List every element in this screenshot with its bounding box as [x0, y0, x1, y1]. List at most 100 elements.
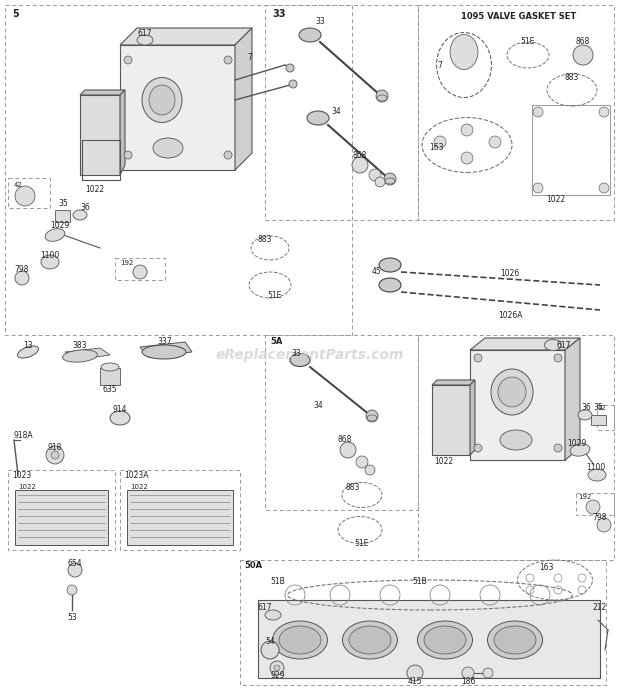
Circle shape: [384, 173, 396, 185]
Ellipse shape: [450, 35, 478, 69]
Text: 42: 42: [14, 182, 23, 188]
Polygon shape: [80, 95, 120, 175]
Ellipse shape: [385, 178, 395, 184]
Ellipse shape: [101, 363, 119, 371]
Ellipse shape: [45, 229, 64, 241]
Text: 868: 868: [576, 37, 590, 46]
Circle shape: [554, 354, 562, 362]
Text: 1026: 1026: [500, 268, 520, 277]
Circle shape: [51, 451, 59, 459]
Circle shape: [67, 585, 77, 595]
Ellipse shape: [491, 369, 533, 415]
Polygon shape: [80, 90, 125, 95]
Circle shape: [483, 668, 493, 678]
Text: 1022: 1022: [86, 186, 105, 195]
Circle shape: [573, 45, 593, 65]
Circle shape: [474, 354, 482, 362]
Text: 34: 34: [331, 107, 341, 116]
Text: 33: 33: [272, 9, 285, 19]
Polygon shape: [140, 342, 192, 357]
Text: 212: 212: [593, 604, 607, 613]
Text: 929: 929: [271, 672, 285, 681]
Text: 33: 33: [315, 17, 325, 26]
Text: 5: 5: [12, 9, 19, 19]
Text: 192: 192: [120, 260, 133, 266]
Polygon shape: [470, 338, 580, 350]
Ellipse shape: [494, 626, 536, 654]
Text: 1022: 1022: [130, 484, 148, 490]
Text: 798: 798: [15, 265, 29, 274]
Circle shape: [46, 446, 64, 464]
Text: 54: 54: [265, 636, 275, 645]
Ellipse shape: [379, 278, 401, 292]
Text: 163: 163: [539, 563, 553, 572]
Polygon shape: [100, 368, 120, 385]
Text: 51E: 51E: [521, 37, 535, 46]
Circle shape: [356, 456, 368, 468]
Polygon shape: [55, 210, 70, 222]
Circle shape: [366, 410, 378, 422]
Polygon shape: [15, 490, 108, 545]
Ellipse shape: [570, 444, 590, 456]
Ellipse shape: [17, 346, 38, 358]
Ellipse shape: [265, 610, 281, 620]
Ellipse shape: [279, 626, 321, 654]
Text: 5A: 5A: [270, 337, 282, 346]
Ellipse shape: [142, 78, 182, 123]
Ellipse shape: [500, 430, 532, 450]
Text: 1100: 1100: [40, 250, 60, 259]
Circle shape: [461, 124, 473, 136]
Ellipse shape: [63, 350, 97, 362]
Circle shape: [224, 151, 232, 159]
Circle shape: [554, 444, 562, 452]
Circle shape: [462, 667, 474, 679]
Ellipse shape: [110, 411, 130, 425]
Polygon shape: [470, 350, 565, 460]
Text: 635: 635: [103, 385, 117, 394]
Text: 883: 883: [565, 73, 579, 82]
Ellipse shape: [342, 621, 397, 659]
Ellipse shape: [142, 345, 186, 359]
Text: 415: 415: [408, 678, 422, 687]
Circle shape: [352, 157, 368, 173]
Text: 1095 VALVE GASKET SET: 1095 VALVE GASKET SET: [461, 12, 577, 21]
Ellipse shape: [544, 340, 562, 351]
Text: 1029: 1029: [567, 439, 587, 448]
Circle shape: [270, 661, 284, 675]
Circle shape: [376, 90, 388, 102]
Polygon shape: [127, 490, 233, 545]
Text: 51E: 51E: [268, 290, 282, 299]
Ellipse shape: [424, 626, 466, 654]
Circle shape: [375, 177, 385, 187]
Circle shape: [597, 518, 611, 532]
Polygon shape: [432, 380, 475, 385]
Circle shape: [224, 56, 232, 64]
Text: 1022: 1022: [18, 484, 36, 490]
Text: 1022: 1022: [435, 457, 454, 466]
Text: 868: 868: [353, 150, 367, 159]
Circle shape: [533, 183, 543, 193]
Text: 1023A: 1023A: [124, 471, 149, 480]
Polygon shape: [120, 45, 235, 170]
Circle shape: [434, 136, 446, 148]
Circle shape: [15, 271, 29, 285]
Ellipse shape: [367, 415, 377, 421]
Polygon shape: [470, 380, 475, 455]
Circle shape: [274, 665, 280, 671]
Polygon shape: [591, 415, 606, 425]
Polygon shape: [565, 338, 580, 460]
Text: 34: 34: [313, 401, 323, 410]
Ellipse shape: [307, 111, 329, 125]
Text: 1022: 1022: [546, 195, 565, 204]
Circle shape: [124, 56, 132, 64]
Text: 1023: 1023: [12, 471, 31, 480]
Text: 51B: 51B: [270, 577, 285, 586]
Text: 36: 36: [581, 403, 591, 412]
Ellipse shape: [273, 621, 327, 659]
Text: 186: 186: [461, 678, 475, 687]
Text: 1100: 1100: [587, 462, 606, 471]
Text: 51B: 51B: [413, 577, 427, 586]
Text: 33: 33: [291, 349, 301, 358]
Ellipse shape: [349, 626, 391, 654]
Circle shape: [133, 265, 147, 279]
